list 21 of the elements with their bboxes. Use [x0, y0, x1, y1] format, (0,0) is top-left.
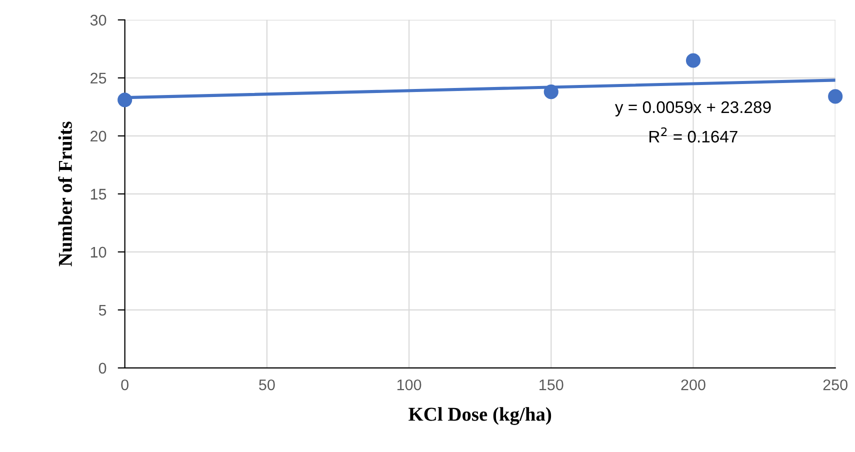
point [118, 92, 132, 108]
x-tick-label: 50 [259, 379, 275, 390]
annotation: y = 0.0059x + 23.289 [614, 101, 771, 116]
y-axis-title: Number of Fruits [58, 122, 72, 266]
x-tick-label: 0 [121, 379, 128, 390]
y-tick-label: 25 [90, 72, 106, 84]
point [686, 53, 701, 68]
y-tick-label: 30 [90, 14, 106, 26]
y-tick-label: 20 [90, 130, 106, 142]
y-tick-label: 15 [90, 188, 106, 200]
point [828, 89, 843, 104]
x-tick-label: 200 [681, 379, 706, 390]
point [544, 84, 558, 100]
y-tick-label: 0 [98, 362, 106, 374]
y-tick-label: 5 [98, 304, 106, 316]
x-axis-title: KCl Dose (kg/ha) [408, 407, 552, 425]
x-tick-label: 150 [540, 379, 564, 390]
x-tick-label: 100 [397, 379, 422, 390]
annotation: R$^{2}$ = 0.1647 [650, 127, 738, 143]
x-tick-label: 250 [823, 379, 848, 390]
y-tick-label: 10 [90, 246, 106, 258]
